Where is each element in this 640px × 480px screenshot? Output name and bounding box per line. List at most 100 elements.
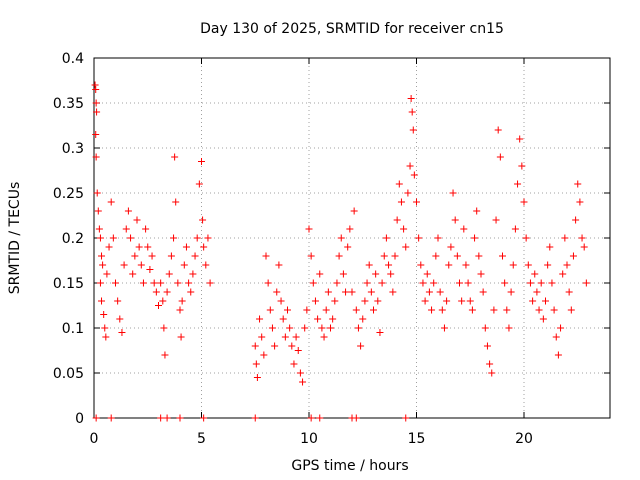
data-point	[137, 261, 145, 269]
data-point	[199, 216, 207, 224]
data-point	[546, 243, 554, 251]
data-point	[488, 369, 496, 377]
data-point	[447, 243, 455, 251]
data-point	[382, 234, 390, 242]
y-tick-label: 0.05	[53, 366, 84, 382]
data-point	[548, 279, 556, 287]
data-point	[92, 153, 100, 161]
data-point	[148, 252, 156, 260]
data-point	[286, 324, 294, 332]
data-point	[171, 153, 179, 161]
data-point	[107, 198, 115, 206]
data-point	[499, 252, 506, 260]
data-point	[423, 270, 431, 278]
data-point	[129, 270, 137, 278]
data-point	[443, 297, 451, 305]
data-point	[526, 279, 534, 287]
data-point	[361, 297, 369, 305]
data-point	[359, 315, 367, 323]
data-point	[458, 297, 466, 305]
data-point	[374, 297, 382, 305]
data-point	[557, 324, 565, 332]
data-point	[144, 243, 152, 251]
data-point	[206, 279, 214, 287]
data-point	[436, 288, 444, 296]
data-point	[496, 153, 504, 161]
data-point	[529, 297, 537, 305]
data-point	[576, 198, 584, 206]
data-point	[419, 279, 427, 287]
data-point	[135, 243, 143, 251]
data-point	[251, 414, 259, 422]
data-point	[357, 342, 365, 350]
data-point	[96, 279, 104, 287]
data-point	[155, 302, 162, 309]
data-point	[402, 414, 410, 422]
data-point	[185, 279, 193, 287]
data-point	[449, 189, 457, 197]
data-point	[346, 225, 354, 233]
data-point	[559, 270, 567, 278]
data-point	[552, 333, 560, 341]
data-point	[376, 329, 384, 336]
data-point	[174, 279, 182, 287]
data-point	[501, 279, 509, 287]
data-point	[337, 234, 345, 242]
y-tick-labels: 0 0.05 0.1 0.15 0.2 0.25 0.3 0.35 0.4	[53, 51, 84, 427]
data-point	[268, 324, 276, 332]
data-point	[303, 306, 311, 314]
data-point	[524, 261, 532, 269]
data-point	[473, 207, 481, 215]
data-point	[264, 279, 272, 287]
data-point	[253, 374, 261, 381]
data-point	[311, 297, 319, 305]
data-point	[200, 243, 208, 251]
y-axis-label: SRMTID / TECUs	[7, 182, 23, 295]
data-point	[402, 243, 410, 251]
data-point	[413, 198, 420, 206]
data-point	[191, 252, 199, 260]
data-point	[157, 279, 165, 287]
data-point	[408, 108, 416, 116]
data-point	[507, 288, 515, 296]
data-point	[505, 324, 513, 332]
data-point	[182, 243, 190, 251]
data-point	[537, 279, 545, 287]
data-point	[167, 252, 175, 260]
x-tick-label: 10	[300, 431, 318, 447]
data-point	[554, 351, 562, 359]
data-point	[266, 306, 274, 314]
data-point	[177, 333, 185, 341]
data-point	[204, 234, 212, 242]
data-point	[492, 216, 500, 224]
data-point	[124, 207, 132, 215]
data-point	[92, 86, 100, 93]
data-point	[202, 261, 210, 269]
data-point	[406, 162, 414, 170]
data-point	[533, 288, 541, 296]
data-point	[569, 252, 577, 260]
y-tick-label: 0.1	[62, 321, 84, 337]
data-point	[440, 324, 448, 332]
data-point	[471, 234, 479, 242]
data-point	[352, 414, 360, 422]
data-point	[109, 234, 117, 242]
data-point	[324, 288, 332, 296]
data-point	[101, 324, 109, 332]
data-point	[96, 234, 104, 242]
data-point	[352, 306, 360, 314]
data-point	[516, 135, 524, 143]
data-point	[161, 351, 169, 359]
data-point	[262, 252, 270, 260]
data-point	[307, 252, 315, 260]
data-point	[189, 270, 197, 278]
data-point	[305, 225, 313, 233]
data-point	[451, 216, 459, 224]
data-point	[314, 315, 322, 323]
data-point	[258, 333, 266, 341]
data-point	[299, 378, 307, 386]
data-point	[178, 297, 186, 305]
data-point	[438, 306, 446, 314]
data-point	[307, 414, 315, 422]
